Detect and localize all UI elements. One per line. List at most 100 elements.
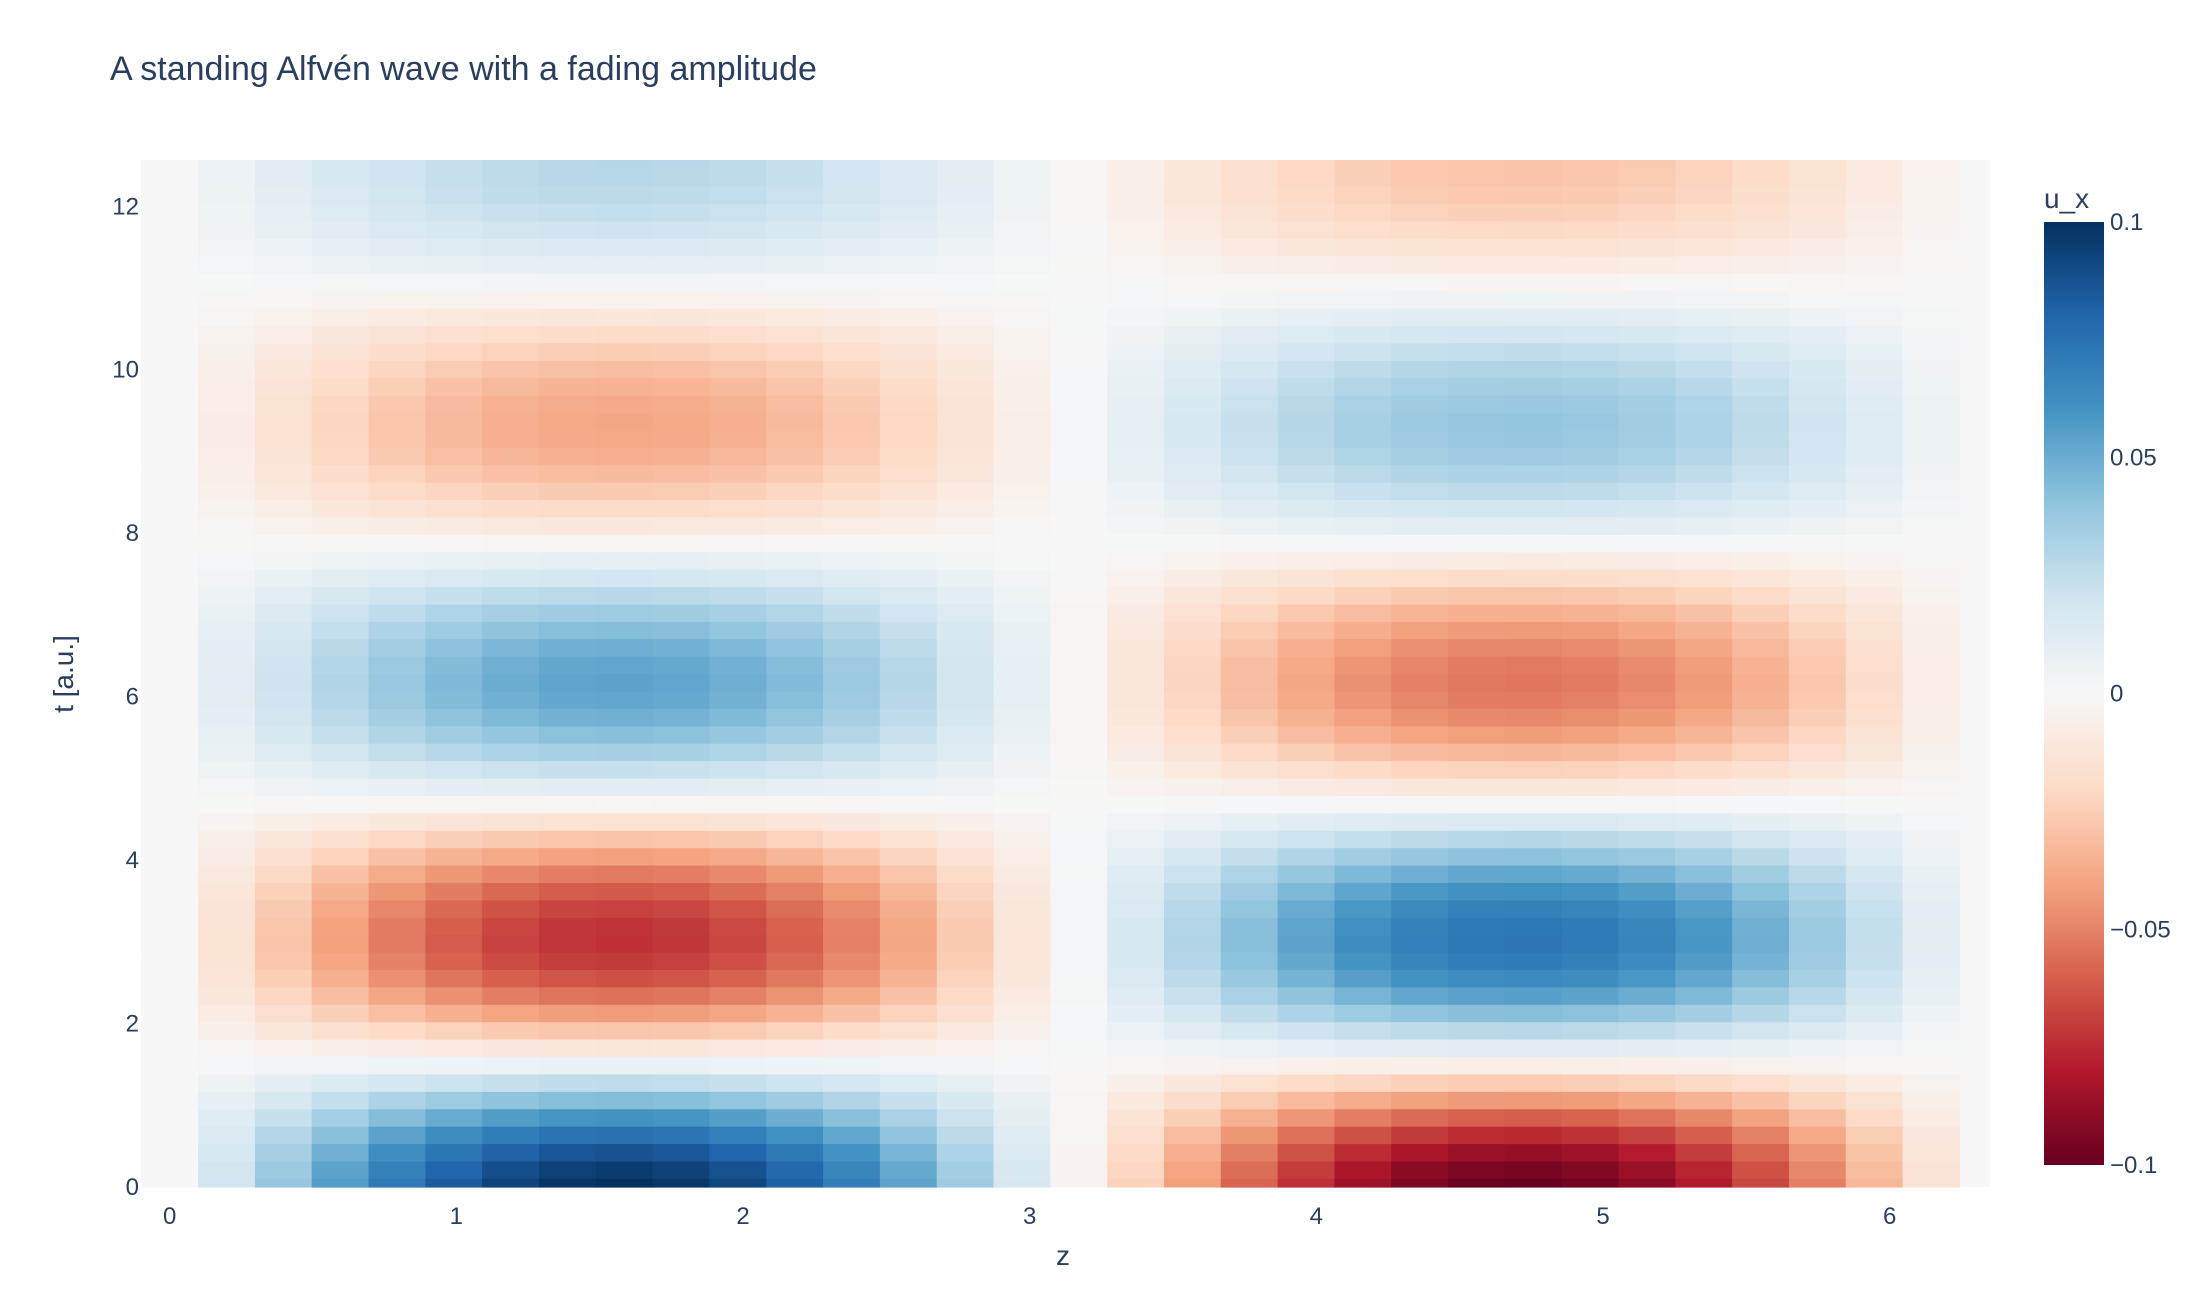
heatmap-cell	[1561, 917, 1620, 936]
heatmap-cell	[1561, 238, 1620, 257]
heatmap-cell	[1334, 220, 1392, 239]
heatmap-cell	[1675, 638, 1733, 657]
heatmap-cell	[1391, 220, 1449, 239]
heatmap-cell	[823, 638, 881, 657]
heatmap-cell	[993, 917, 1051, 936]
heatmap-cell	[1163, 777, 1222, 796]
heatmap-cell	[823, 290, 881, 309]
heatmap-cell	[1845, 847, 1904, 866]
heatmap-cell	[1334, 429, 1392, 448]
heatmap-cell	[141, 1108, 199, 1127]
heatmap-cell	[652, 203, 711, 222]
heatmap-cell	[1504, 499, 1563, 518]
colorbar-ticks: 0.10.050−0.05−0.1	[2110, 209, 2171, 1179]
heatmap-cell	[652, 743, 711, 762]
heatmap-cell	[311, 917, 370, 936]
heatmap-cell	[425, 725, 483, 744]
heatmap-cell	[1107, 290, 1165, 309]
heatmap-cell	[1334, 360, 1392, 379]
heatmap-cell	[1334, 603, 1392, 622]
heatmap-cell	[936, 725, 995, 744]
heatmap-cell	[1163, 882, 1222, 901]
heatmap-cell	[368, 168, 426, 187]
heatmap-cell	[1845, 1108, 1904, 1127]
heatmap-cell	[1163, 743, 1222, 762]
heatmap-cell	[1845, 917, 1904, 936]
heatmap-cell	[368, 1056, 426, 1075]
heatmap-cell	[1902, 621, 1961, 640]
heatmap-cell	[652, 760, 711, 779]
heatmap-cell	[254, 1021, 313, 1040]
heatmap-cell	[1902, 673, 1961, 692]
heatmap-cell	[1163, 186, 1222, 205]
heatmap-cell	[766, 238, 824, 257]
heatmap-cell	[1561, 638, 1620, 657]
heatmap-cell	[482, 1126, 540, 1145]
heatmap-cell	[368, 1108, 426, 1127]
heatmap-cell	[993, 621, 1051, 640]
heatmap-cell	[879, 569, 938, 588]
heatmap-cell	[1107, 986, 1165, 1005]
heatmap-cell	[1277, 482, 1336, 501]
heatmap-cell	[198, 1004, 256, 1023]
heatmap-cell	[1391, 1039, 1449, 1058]
heatmap-cell	[1107, 830, 1165, 849]
heatmap-cell	[1277, 743, 1336, 762]
heatmap-cell	[1845, 586, 1904, 605]
heatmap-cell	[595, 673, 654, 692]
heatmap-cell	[766, 307, 824, 326]
heatmap-cell	[766, 952, 824, 971]
heatmap-cell	[425, 1073, 483, 1092]
heatmap-cell	[879, 516, 938, 535]
heatmap-cell	[1220, 1073, 1279, 1092]
heatmap-cell	[936, 760, 995, 779]
heatmap-cell	[1277, 1073, 1336, 1092]
heatmap-cell	[1391, 725, 1449, 744]
heatmap-cell	[311, 377, 370, 396]
heatmap-cell	[879, 934, 938, 953]
heatmap-cell	[1277, 360, 1336, 379]
heatmap-cell	[936, 203, 995, 222]
heatmap-cell	[1220, 638, 1279, 657]
heatmap-cell	[1391, 708, 1449, 727]
heatmap-cell	[879, 377, 938, 396]
heatmap-cell	[141, 551, 199, 570]
heatmap-cell	[538, 1160, 597, 1179]
heatmap-cell	[368, 1073, 426, 1092]
x-tick-label: 2	[736, 1203, 749, 1230]
heatmap-cell	[1163, 812, 1222, 831]
heatmap-cell	[1618, 499, 1676, 518]
heatmap-cell	[1277, 516, 1336, 535]
heatmap-cell	[823, 1108, 881, 1127]
heatmap-cell	[1050, 656, 1108, 675]
heatmap-cell	[823, 917, 881, 936]
heatmap-cell	[709, 360, 767, 379]
heatmap-cell	[1504, 795, 1563, 814]
heatmap-cell	[1277, 760, 1336, 779]
heatmap-cell	[993, 1108, 1051, 1127]
heatmap-cell	[482, 864, 540, 883]
heatmap-cell	[1902, 342, 1961, 361]
heatmap-cell	[879, 1091, 938, 1110]
heatmap-cell	[936, 1091, 995, 1110]
heatmap-cell	[482, 586, 540, 605]
heatmap-cell	[1618, 882, 1676, 901]
heatmap-cell	[1050, 1108, 1108, 1127]
heatmap-cell	[1163, 1178, 1222, 1188]
heatmap-cell	[1618, 986, 1676, 1005]
heatmap-cell	[1277, 534, 1336, 553]
heatmap-cell	[1561, 429, 1620, 448]
heatmap-cell	[1902, 429, 1961, 448]
heatmap-cell	[1448, 1143, 1506, 1162]
heatmap-cell	[368, 690, 426, 709]
heatmap-cell	[1220, 621, 1279, 640]
heatmap-cell	[368, 899, 426, 918]
heatmap-cell	[879, 777, 938, 796]
heatmap-cell	[879, 1126, 938, 1145]
heatmap-cell	[1504, 882, 1563, 901]
heatmap-cell	[993, 864, 1051, 883]
heatmap-cell	[368, 1178, 426, 1188]
heatmap-cell	[482, 638, 540, 657]
heatmap-cell	[482, 1108, 540, 1127]
heatmap-cell	[198, 986, 256, 1005]
